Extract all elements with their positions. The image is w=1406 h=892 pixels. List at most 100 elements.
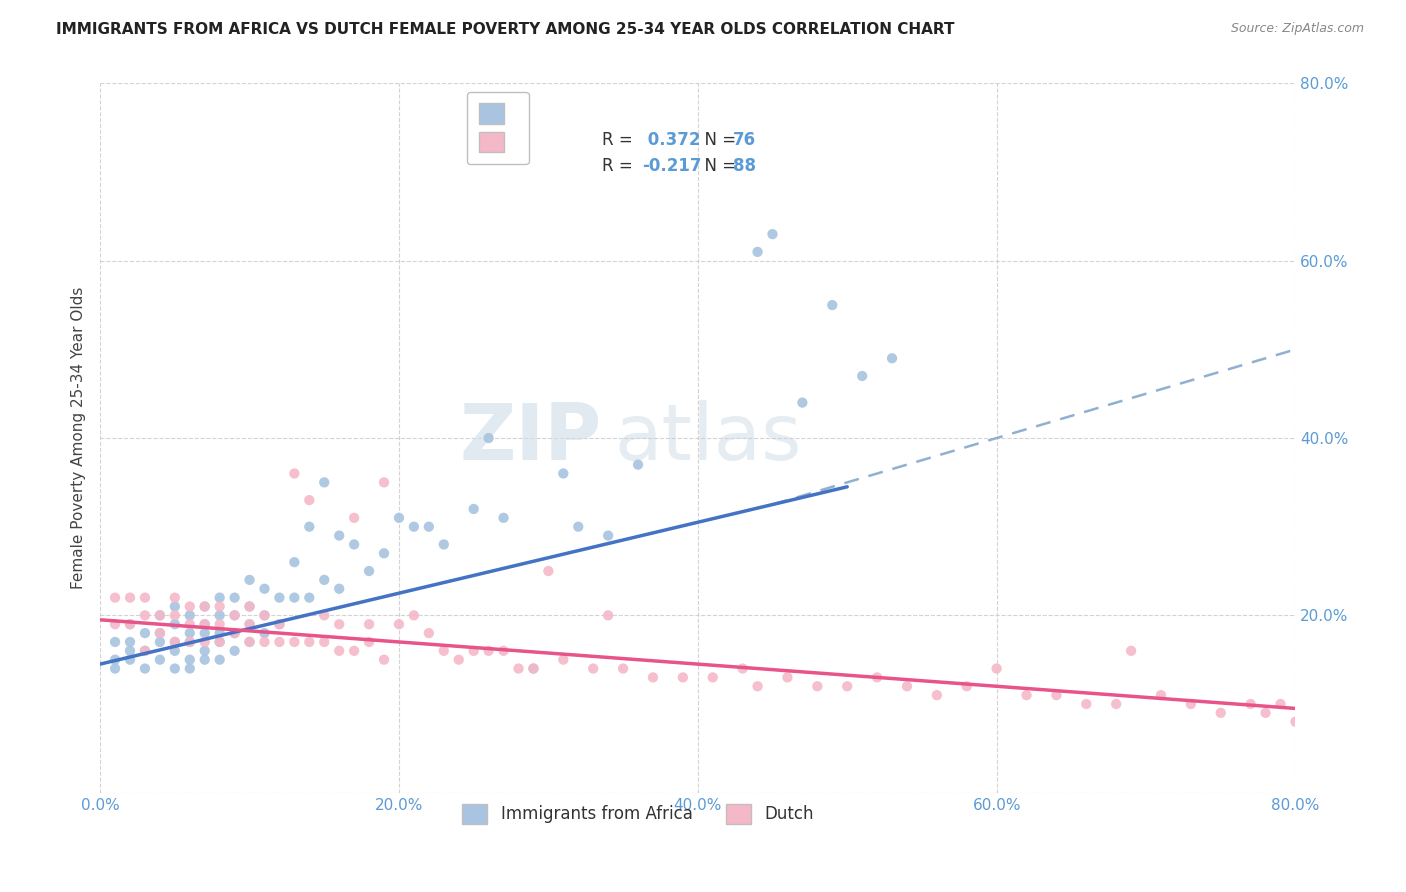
Point [238, 573, 260, 587]
Point [163, 661, 186, 675]
Point [463, 644, 485, 658]
Point [208, 599, 231, 614]
Point [478, 644, 501, 658]
Point [118, 617, 141, 632]
Point [1180, 697, 1202, 711]
Point [433, 537, 456, 551]
Point [731, 661, 754, 675]
Point [641, 670, 664, 684]
Point [238, 599, 260, 614]
Point [163, 644, 186, 658]
Point [208, 626, 231, 640]
Point [149, 626, 172, 640]
Point [134, 661, 156, 675]
Point [1105, 697, 1128, 711]
Point [567, 519, 589, 533]
Point [149, 608, 172, 623]
Point [298, 493, 321, 508]
Text: Source: ZipAtlas.com: Source: ZipAtlas.com [1230, 22, 1364, 36]
Point [118, 591, 141, 605]
Point [238, 617, 260, 632]
Point [224, 608, 246, 623]
Point [104, 617, 127, 632]
Point [956, 679, 979, 693]
Point [179, 661, 201, 675]
Point [388, 617, 411, 632]
Text: ZIP: ZIP [460, 400, 602, 476]
Point [761, 227, 783, 241]
Point [179, 617, 201, 632]
Point [328, 617, 350, 632]
Point [253, 608, 276, 623]
Point [821, 298, 844, 312]
Point [179, 599, 201, 614]
Point [522, 661, 544, 675]
Point [238, 617, 260, 632]
Point [896, 679, 918, 693]
Point [253, 635, 276, 649]
Point [418, 626, 440, 640]
Text: N =: N = [693, 131, 741, 149]
Point [314, 573, 336, 587]
Point [402, 519, 425, 533]
Point [851, 369, 873, 384]
Point [134, 644, 156, 658]
Point [194, 599, 217, 614]
Point [598, 608, 620, 623]
Point [253, 626, 276, 640]
Point [179, 653, 201, 667]
Point [104, 653, 127, 667]
Point [1119, 644, 1142, 658]
Point [373, 546, 395, 560]
Point [986, 661, 1008, 675]
Point [104, 635, 127, 649]
Point [359, 635, 381, 649]
Point [747, 244, 769, 259]
Point [925, 688, 948, 702]
Point [298, 591, 321, 605]
Point [179, 635, 201, 649]
Point [1270, 697, 1292, 711]
Point [163, 591, 186, 605]
Point [747, 679, 769, 693]
Point [1076, 697, 1098, 711]
Point [388, 511, 411, 525]
Point [298, 519, 321, 533]
Point [553, 467, 575, 481]
Point [343, 644, 366, 658]
Point [776, 670, 799, 684]
Point [1315, 714, 1337, 729]
Point [179, 635, 201, 649]
Point [238, 635, 260, 649]
Point [134, 591, 156, 605]
Point [328, 582, 350, 596]
Point [163, 599, 186, 614]
Point [792, 395, 814, 409]
Point [149, 608, 172, 623]
Point [1150, 688, 1173, 702]
Point [1344, 714, 1367, 729]
Point [866, 670, 889, 684]
Point [194, 599, 217, 614]
Point [1209, 706, 1232, 720]
Point [104, 591, 127, 605]
Point [1015, 688, 1038, 702]
Point [314, 475, 336, 490]
Point [194, 626, 217, 640]
Point [253, 608, 276, 623]
Point [134, 644, 156, 658]
Text: 76: 76 [733, 131, 756, 149]
Point [373, 475, 395, 490]
Point [179, 626, 201, 640]
Point [612, 661, 634, 675]
Point [598, 528, 620, 542]
Point [238, 635, 260, 649]
Point [627, 458, 650, 472]
Point [118, 653, 141, 667]
Point [208, 617, 231, 632]
Legend: Immigrants from Africa, Dutch: Immigrants from Africa, Dutch [453, 794, 824, 834]
Point [194, 644, 217, 658]
Point [208, 591, 231, 605]
Point [343, 537, 366, 551]
Point [537, 564, 560, 578]
